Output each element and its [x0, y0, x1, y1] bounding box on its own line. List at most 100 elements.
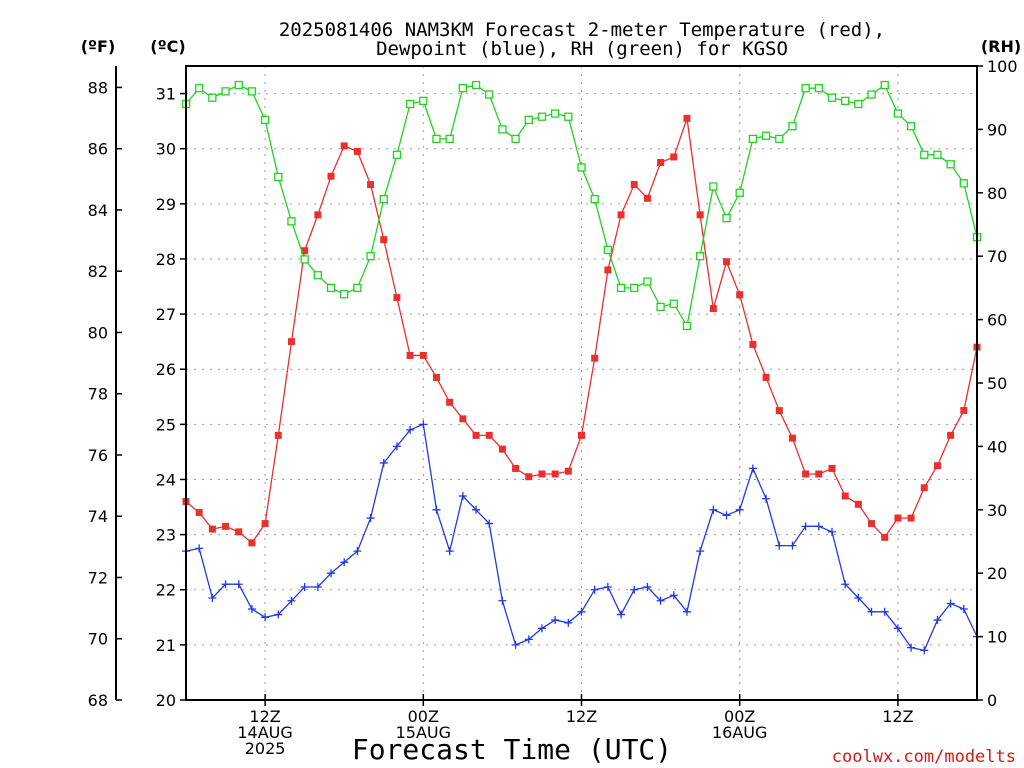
fahrenheit-tick-label: 84	[88, 201, 108, 220]
rh-point	[577, 163, 586, 172]
dewpoint-point	[880, 607, 889, 616]
temperature-point	[419, 351, 427, 359]
temperature-point	[367, 181, 375, 189]
dewpoint-point	[762, 494, 771, 503]
rh-tick-label: 100	[987, 57, 1018, 76]
dewpoint-point	[524, 635, 533, 644]
temperature-point	[749, 340, 757, 348]
dewpoint-point	[748, 464, 757, 473]
temperature-point	[670, 153, 678, 161]
temperature-point	[525, 473, 533, 481]
temperature-point	[314, 211, 322, 219]
x-tick-label: 12Z	[566, 707, 597, 726]
temperature-point	[762, 373, 770, 381]
temperature-point	[222, 522, 230, 530]
temperature-point	[195, 509, 203, 517]
rh-point	[405, 99, 415, 109]
rh-point	[419, 96, 428, 106]
rh-tick-label: 60	[987, 311, 1007, 330]
rh-point	[841, 96, 850, 106]
rh-point	[498, 125, 507, 134]
fahrenheit-tick-label: 70	[88, 630, 108, 649]
temperature-point	[340, 142, 348, 150]
dewpoint-point	[682, 607, 691, 616]
rh-point	[366, 252, 375, 261]
x-tick-label: 2025	[245, 739, 286, 758]
x-tick-label: 16AUG	[712, 723, 767, 742]
temperature-point	[854, 500, 862, 508]
rh-point	[709, 182, 718, 191]
rh-point	[340, 290, 349, 299]
plot-frame	[185, 65, 978, 701]
dewpoint-point	[801, 522, 810, 531]
rh-tick-label: 10	[987, 628, 1007, 647]
rh-point	[920, 150, 929, 159]
rh-point	[511, 134, 520, 144]
celsius-tick-label: 28	[156, 250, 176, 269]
rh-series	[181, 80, 982, 331]
rh-unit-label: (RH)	[981, 37, 1021, 56]
dewpoint-point	[656, 596, 665, 605]
rh-point	[485, 90, 494, 99]
rh-point	[946, 160, 955, 169]
rh-line	[185, 84, 978, 328]
dewpoint-point	[590, 585, 599, 594]
rh-point	[722, 214, 731, 223]
dewpoint-point	[709, 505, 718, 514]
x-tick-label: 00Z	[724, 707, 755, 726]
dewpoint-point	[867, 607, 876, 616]
fahrenheit-tick-label: 88	[88, 78, 108, 97]
temperature-point	[591, 354, 599, 362]
rh-point	[287, 217, 296, 226]
fahrenheit-tick-label: 80	[88, 323, 108, 342]
dewpoint-point	[366, 514, 375, 523]
x-tick-label: 12Z	[249, 707, 280, 726]
temperature-point	[459, 415, 467, 423]
dewpoint-point	[392, 442, 401, 451]
celsius-tick-label: 23	[156, 526, 176, 545]
rh-point	[603, 245, 613, 255]
temperature-point	[947, 431, 955, 439]
temperature-point	[380, 236, 388, 244]
rh-point	[208, 93, 217, 102]
dewpoint-point	[603, 582, 612, 591]
rh-point	[300, 255, 309, 264]
dewpoint-point	[511, 640, 520, 649]
fahrenheit-tick-label: 68	[88, 691, 108, 710]
dewpoint-point	[920, 646, 929, 655]
temperature-point	[723, 258, 731, 266]
temperature-point	[643, 194, 651, 202]
rh-tick-label: 0	[987, 691, 997, 710]
fahrenheit-tick-label: 72	[88, 568, 108, 587]
rh-point	[247, 87, 257, 96]
temperature-point	[709, 305, 717, 313]
rh-point	[643, 277, 652, 286]
fahrenheit-unit-label: (ºF)	[81, 37, 116, 56]
temperature-point	[564, 467, 572, 475]
temperature-point	[578, 431, 585, 439]
rh-point	[313, 271, 322, 280]
x-tick-label: 14AUG	[237, 723, 292, 742]
dewpoint-point	[300, 582, 309, 591]
rh-point	[537, 112, 547, 121]
fahrenheit-tick-label: 74	[88, 507, 108, 526]
temperature-point	[551, 470, 559, 478]
rh-point	[616, 283, 626, 293]
temperature-point	[841, 492, 849, 500]
dewpoint-point	[775, 541, 784, 550]
dewpoint-point	[788, 541, 797, 550]
rh-point	[735, 188, 744, 197]
dewpoint-point	[274, 610, 283, 619]
rh-point	[854, 99, 863, 109]
temperature-point	[815, 470, 823, 478]
celsius-tick-label: 26	[156, 360, 176, 379]
rh-point	[326, 283, 336, 293]
temperature-point	[327, 172, 335, 180]
dewpoint-point	[841, 580, 850, 589]
dewpoint-point	[234, 580, 243, 589]
temperature-point	[920, 484, 928, 492]
fahrenheit-tick-label: 82	[88, 262, 108, 281]
rh-tick-label: 80	[987, 184, 1007, 203]
temperature-point	[208, 525, 216, 533]
rh-point	[274, 172, 283, 182]
